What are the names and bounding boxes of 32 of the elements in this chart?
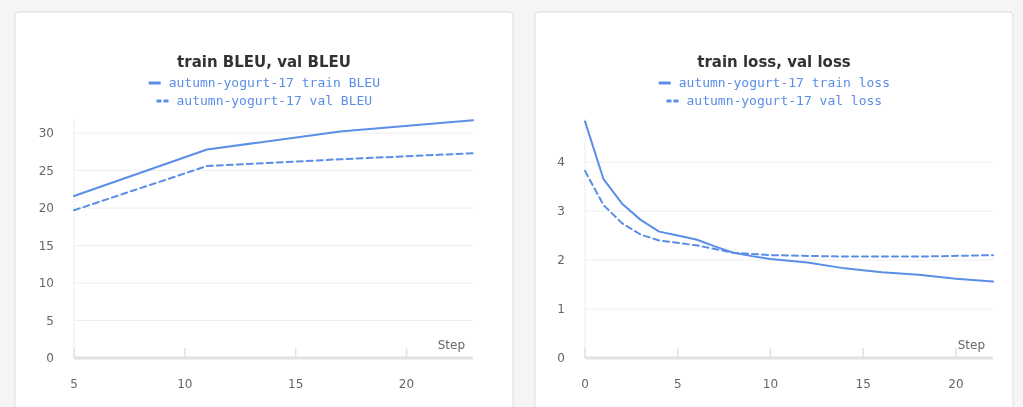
y-tick-label: 4 bbox=[557, 155, 565, 170]
x-tick-label: 5 bbox=[673, 377, 682, 391]
x-axis-title: Step bbox=[957, 338, 985, 352]
x-axis-title: Step bbox=[437, 338, 465, 352]
y-tick-label: 10 bbox=[38, 276, 54, 290]
legend-label: autumn-yogurt-17 train BLEU bbox=[168, 75, 381, 90]
x-tick-label: 10 bbox=[762, 377, 779, 391]
y-tick-label: 1 bbox=[557, 302, 565, 317]
y-tick-label: 3 bbox=[557, 204, 565, 219]
y-tick-label: 15 bbox=[38, 238, 54, 253]
x-tick-label: 0 bbox=[581, 377, 589, 391]
x-tick-label: 15 bbox=[855, 377, 871, 391]
legend-label: autumn-yogurt-17 train loss bbox=[678, 75, 891, 90]
x-tick-label: 20 bbox=[948, 377, 964, 391]
line-series bbox=[73, 119, 474, 197]
x-tick-label: 5 bbox=[70, 377, 78, 391]
y-tick-label: 25 bbox=[38, 163, 54, 178]
y-tick-label: 0 bbox=[557, 351, 565, 365]
line-series bbox=[73, 152, 474, 212]
y-tick-label: 5 bbox=[46, 313, 54, 328]
legend-label: autumn-yogurt-17 val BLEU bbox=[176, 93, 373, 108]
y-tick-label: 30 bbox=[38, 126, 54, 140]
x-tick-label: 20 bbox=[398, 377, 415, 391]
line-series bbox=[584, 120, 994, 283]
x-tick-label: 10 bbox=[177, 377, 193, 391]
chart-title: train loss, val loss bbox=[697, 53, 851, 71]
y-tick-label: 2 bbox=[557, 253, 565, 268]
y-tick-label: 0 bbox=[46, 351, 54, 365]
x-tick-label: 15 bbox=[288, 377, 304, 391]
chart-title: train BLEU, val BLEU bbox=[177, 53, 351, 71]
legend-label: autumn-yogurt-17 val loss bbox=[686, 93, 883, 108]
y-tick-label: 20 bbox=[38, 201, 54, 215]
